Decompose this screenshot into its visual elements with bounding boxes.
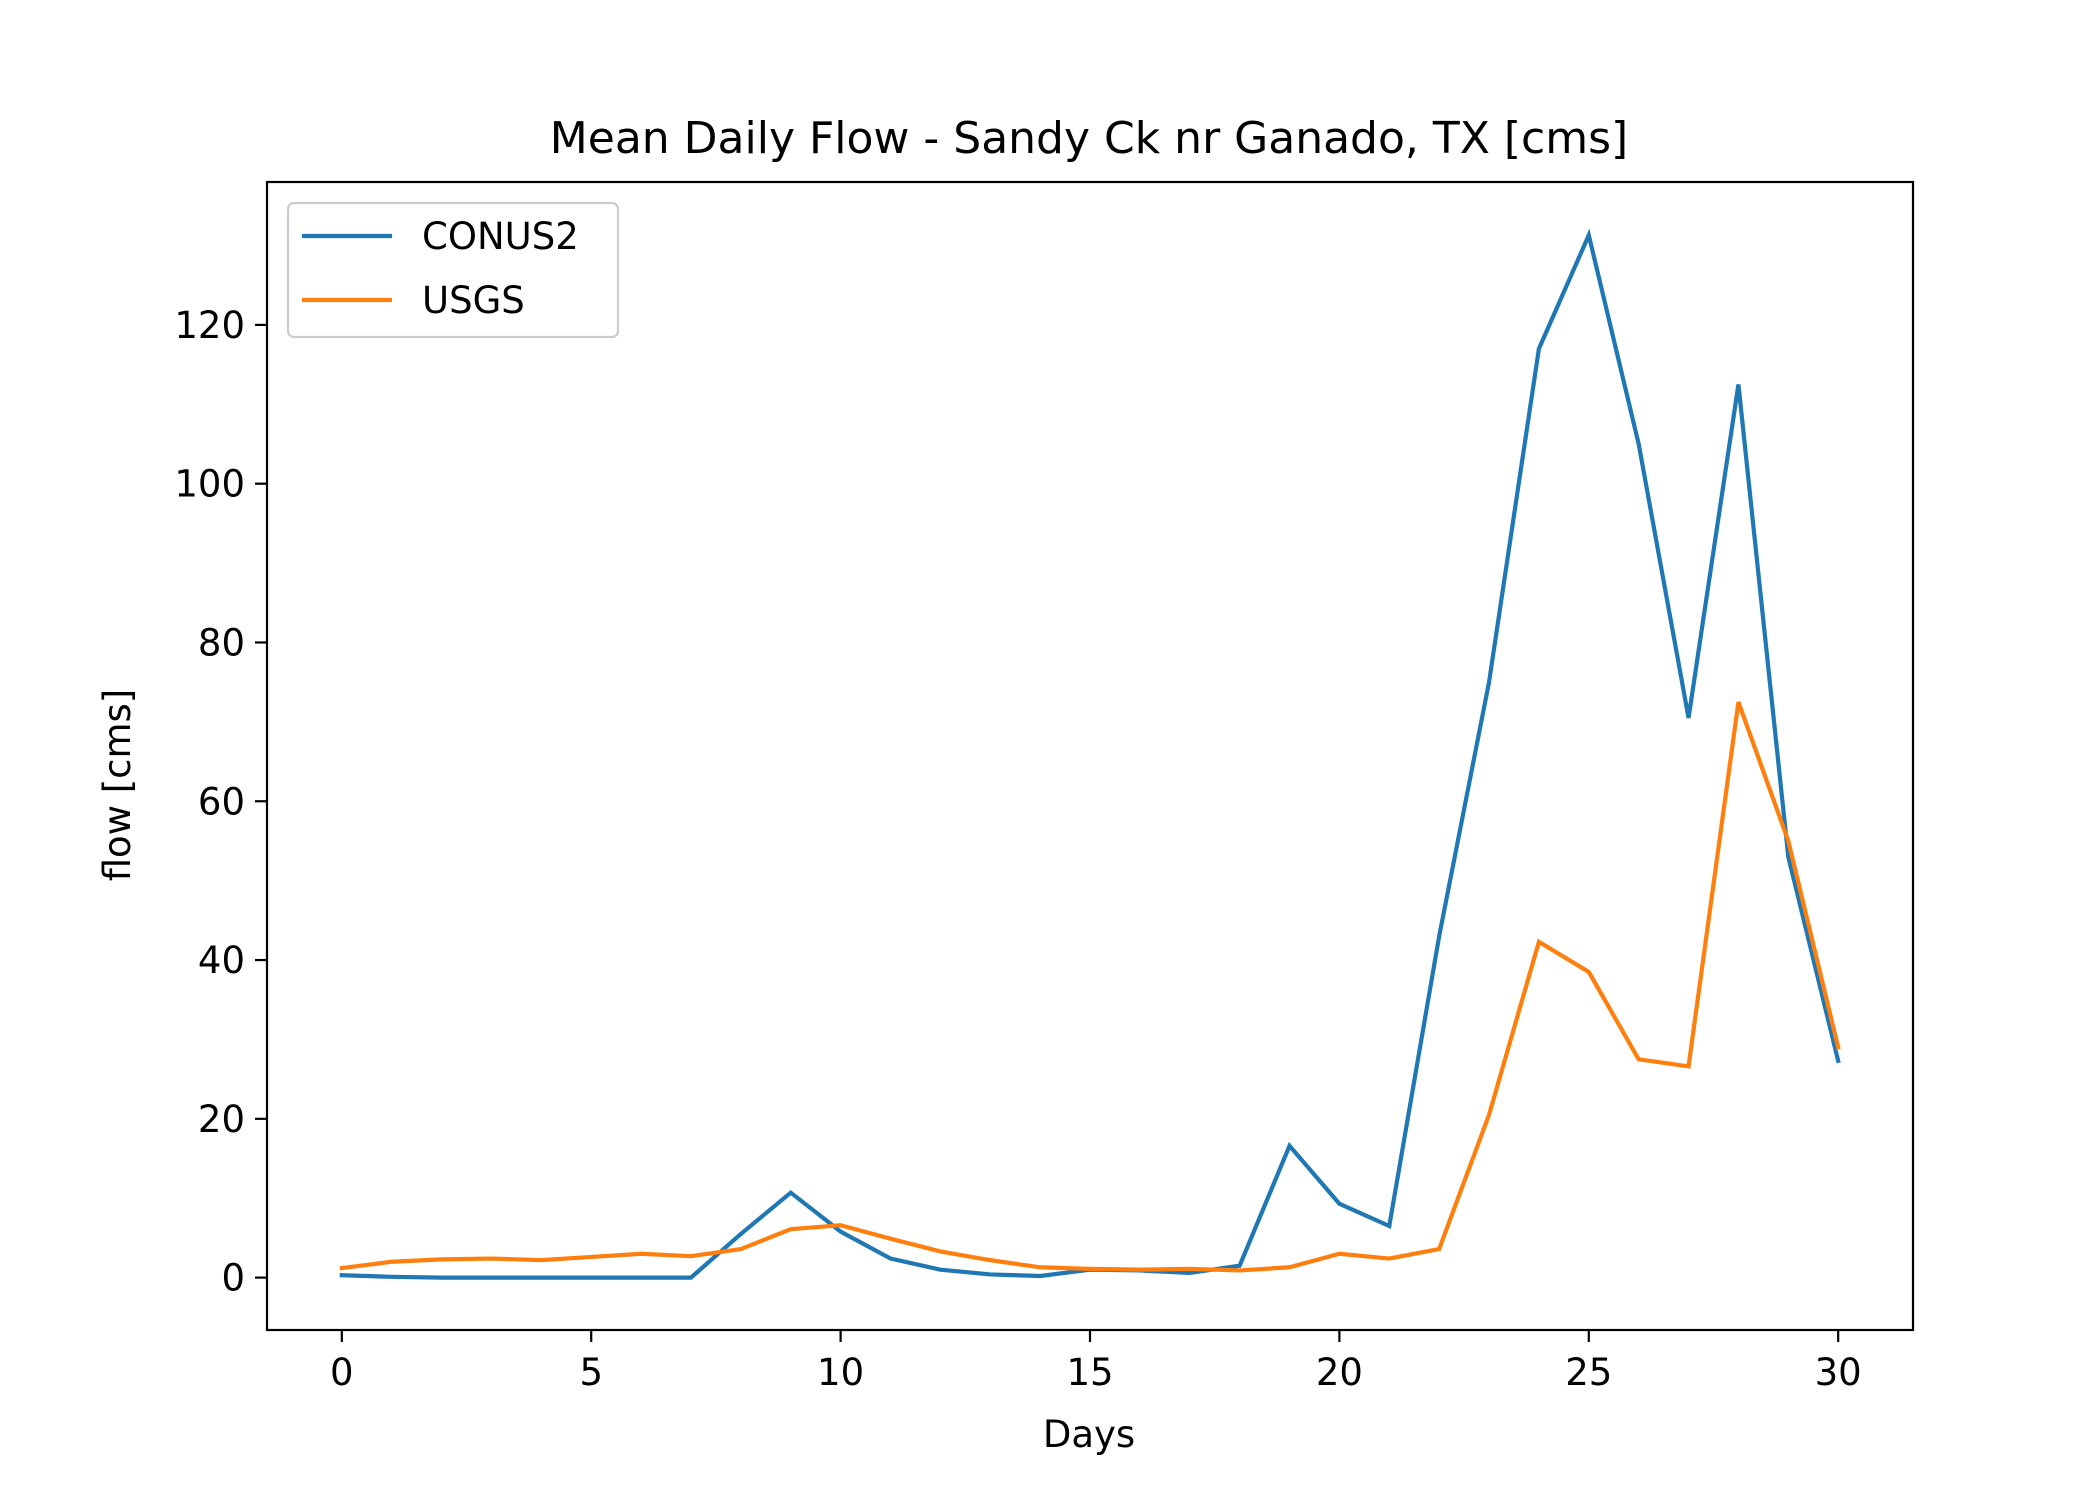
y-tick-label: 0 — [221, 1257, 245, 1300]
y-tick-label: 40 — [198, 939, 245, 982]
y-tick-label: 20 — [198, 1098, 245, 1141]
x-tick-label: 15 — [1066, 1351, 1113, 1394]
x-tick-label: 5 — [579, 1351, 603, 1394]
chart-title: Mean Daily Flow - Sandy Ck nr Ganado, TX… — [550, 113, 1628, 164]
y-tick-label: 60 — [198, 780, 245, 823]
legend-label-usgs: USGS — [422, 279, 525, 322]
plot-frame — [265, 180, 1915, 1332]
x-tick-label: 10 — [817, 1351, 864, 1394]
x-tick-label: 30 — [1815, 1351, 1862, 1394]
y-tick-label: 100 — [174, 463, 245, 506]
x-tick-label: 0 — [330, 1351, 354, 1394]
y-axis-label: flow [cms] — [96, 689, 139, 882]
x-tick-label: 20 — [1316, 1351, 1363, 1394]
series-line-usgs — [339, 701, 1841, 1273]
y-tick-label: 80 — [198, 621, 245, 664]
plot-area: 0 5 10 15 20 25 30 0 20 40 60 80 100 120 — [174, 180, 1915, 1394]
x-axis-label: Days — [1043, 1413, 1135, 1456]
legend: CONUS2 USGS — [286, 201, 620, 339]
x-tick-label: 25 — [1565, 1351, 1612, 1394]
series-line-conus2 — [339, 228, 1841, 1280]
y-tick-label: 120 — [174, 304, 245, 347]
legend-label-conus2: CONUS2 — [422, 215, 579, 258]
